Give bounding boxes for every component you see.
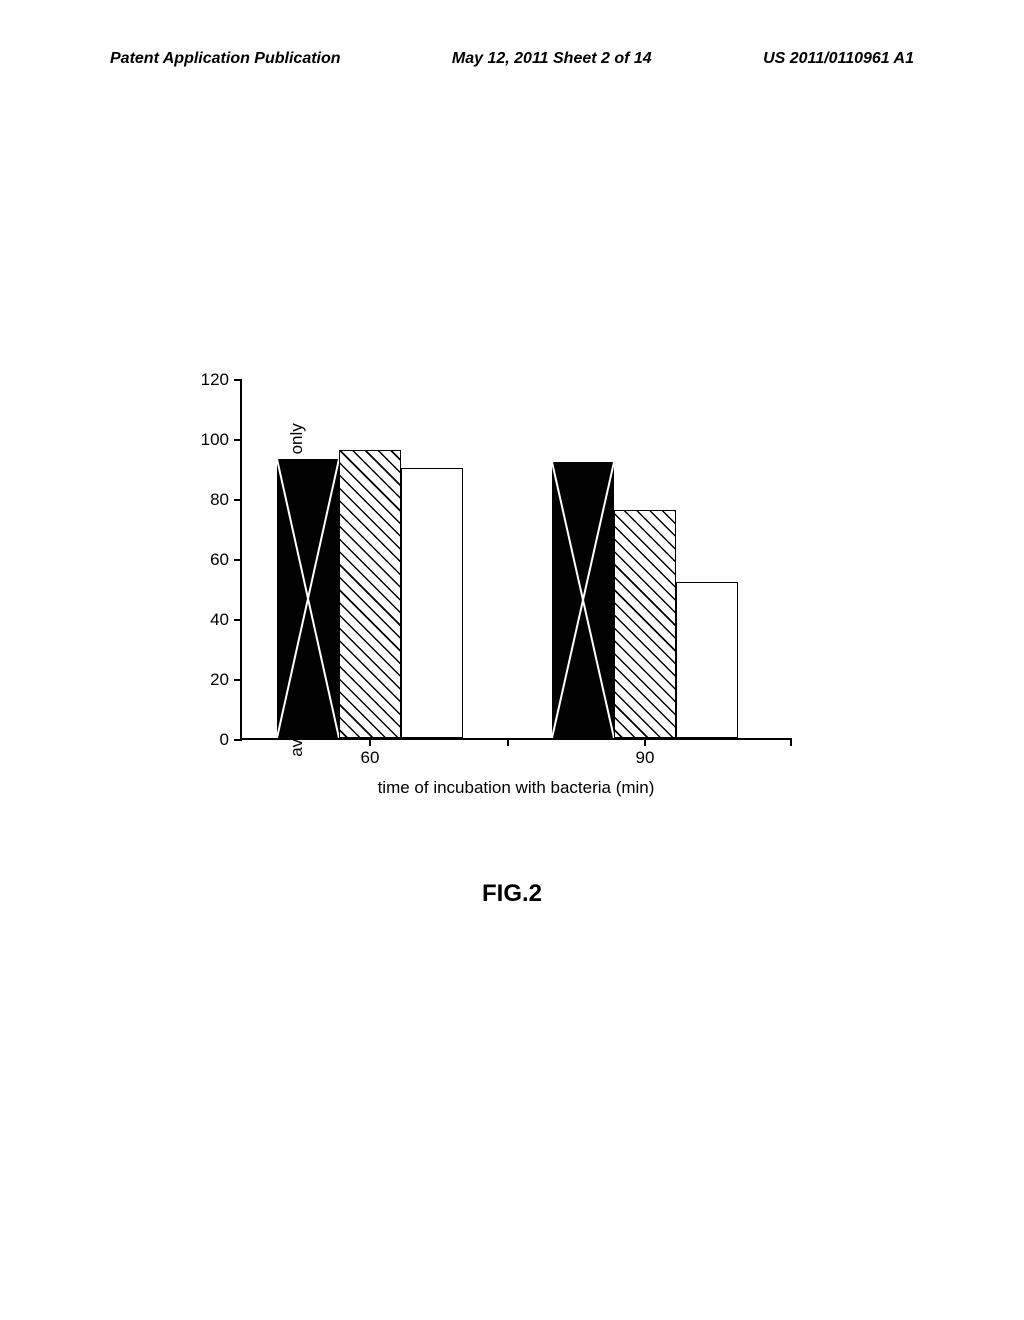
y-tick xyxy=(234,559,242,561)
header-right: US 2011/0110961 A1 xyxy=(763,50,914,68)
page-header: Patent Application Publication May 12, 2… xyxy=(0,50,1024,68)
x-category-label: 60 xyxy=(361,748,380,768)
x-tick xyxy=(369,738,371,746)
y-tick-label: 120 xyxy=(187,370,229,390)
y-tick xyxy=(234,679,242,681)
y-tick xyxy=(234,379,242,381)
y-tick xyxy=(234,439,242,441)
plot-area: time of incubation with bacteria (min) 0… xyxy=(240,380,790,740)
header-left: Patent Application Publication xyxy=(110,50,341,68)
y-tick-label: 40 xyxy=(187,610,229,630)
bar xyxy=(277,459,339,738)
y-tick-label: 80 xyxy=(187,490,229,510)
x-tick xyxy=(507,738,509,746)
y-tick xyxy=(234,739,242,741)
bar-chart: ave % cfu remaining relative to bacteria… xyxy=(145,380,825,800)
y-tick-label: 100 xyxy=(187,430,229,450)
y-tick-label: 20 xyxy=(187,670,229,690)
header-center: May 12, 2011 Sheet 2 of 14 xyxy=(452,50,652,68)
y-tick-label: 60 xyxy=(187,550,229,570)
figure-label: FIG.2 xyxy=(482,880,542,908)
x-axis-label: time of incubation with bacteria (min) xyxy=(378,778,655,798)
bar xyxy=(552,462,614,738)
x-tick xyxy=(790,738,792,746)
bar xyxy=(401,468,463,738)
y-tick-label: 0 xyxy=(187,730,229,750)
y-tick xyxy=(234,619,242,621)
y-tick xyxy=(234,499,242,501)
bar xyxy=(676,582,738,738)
x-tick xyxy=(644,738,646,746)
x-category-label: 90 xyxy=(636,748,655,768)
bar xyxy=(614,510,676,738)
bar xyxy=(339,450,401,738)
